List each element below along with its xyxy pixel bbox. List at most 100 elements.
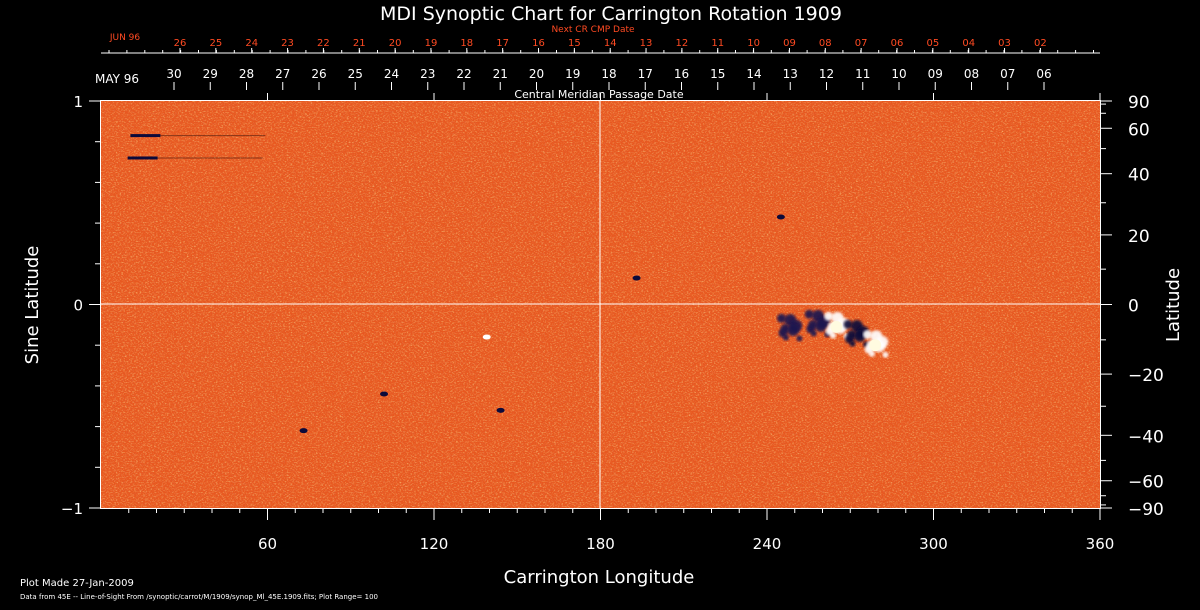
y2-axis-title: Latitude (1163, 268, 1184, 342)
x-tick-label: 180 (586, 535, 615, 553)
y-tick-label: −1 (61, 500, 83, 518)
next-cmp-tick-label: 18 (460, 38, 473, 49)
active-region-blob (882, 351, 889, 358)
next-cmp-title: Next CR CMP Date (551, 25, 635, 35)
next-cmp-tick-label: 16 (532, 38, 545, 49)
next-cmp-month: JUN 96 (109, 33, 141, 43)
active-region-blob (776, 313, 786, 323)
next-cmp-tick-label: 11 (711, 38, 724, 49)
y-axis-title: Sine Latitude (22, 246, 43, 365)
next-cmp-tick-label: 09 (783, 38, 796, 49)
next-cmp-tick-label: 10 (747, 38, 760, 49)
next-cmp-tick-label: 05 (926, 38, 939, 49)
active-region-core (869, 339, 882, 352)
feature-spot (380, 391, 389, 397)
x-tick-label: 360 (1086, 535, 1115, 553)
next-cmp-tick-label: 23 (281, 38, 294, 49)
x-tick-label: 120 (420, 535, 449, 553)
feature-streak (127, 156, 158, 160)
cmp-tick-label: 06 (1036, 67, 1051, 81)
cmp-tick-label: 21 (493, 67, 508, 81)
active-region-blob (853, 330, 866, 343)
cmp-tick-label: 19 (565, 67, 580, 81)
active-region-blob (782, 334, 789, 341)
cmp-tick-label: 15 (710, 67, 725, 81)
cmp-tick-label: 30 (166, 67, 181, 81)
feature-spot (482, 334, 491, 340)
cmp-tick-label: 27 (275, 67, 290, 81)
cmp-tick-label: 24 (384, 67, 399, 81)
cmp-tick-label: 10 (891, 67, 906, 81)
feature-spot (632, 275, 641, 281)
feature-spot (299, 428, 308, 434)
cmp-tick-label: 09 (928, 67, 943, 81)
map-axes: 60 120 180 240 300 360 1 0 −1 90 60 40 20 0 −20 −40 −60 −… (61, 93, 1164, 553)
lat-tick-label: −20 (1128, 366, 1164, 386)
cmp-tick-label: 17 (638, 67, 653, 81)
cmp-tick-label: 16 (674, 67, 689, 81)
next-cmp-tick-label: 17 (496, 38, 509, 49)
data-source-note: Data from 45E -- Line-of-Sight From /syn… (20, 593, 378, 601)
cmp-tick-label: 25 (348, 67, 363, 81)
active-region-blob (849, 340, 856, 347)
cmp-tick-label: 08 (964, 67, 979, 81)
next-cmp-tick-label: 26 (174, 38, 187, 49)
next-cmp-tick-label: 24 (245, 38, 258, 49)
next-cmp-tick-label: 15 (568, 38, 581, 49)
cmp-tick-label: 11 (855, 67, 870, 81)
plot-made-note: Plot Made 27-Jan-2009 (20, 578, 134, 589)
active-region-blob (862, 330, 872, 340)
x-axis-title: Carrington Longitude (504, 567, 695, 588)
chart-title: MDI Synoptic Chart for Carrington Rotati… (380, 3, 842, 25)
feature-spot (496, 407, 505, 413)
lat-tick-label: 40 (1128, 166, 1150, 186)
cmp-tick-label: 13 (783, 67, 798, 81)
next-cmp-tick-label: 20 (389, 38, 402, 49)
lat-tick-label: −90 (1128, 500, 1164, 520)
feature-spot (776, 214, 785, 220)
lat-tick-label: 0 (1128, 297, 1139, 317)
cmp-tick-label: 14 (746, 67, 761, 81)
lat-tick-label: 20 (1128, 227, 1150, 247)
cmp-tick-label: 22 (456, 67, 471, 81)
feature-streak (130, 134, 161, 138)
x-tick-label: 240 (753, 535, 782, 553)
next-cmp-tick-label: 03 (998, 38, 1011, 49)
active-region-blob (830, 332, 837, 339)
next-cmp-tick-label: 19 (425, 38, 438, 49)
active-region-blob (824, 311, 834, 321)
next-cmp-tick-label: 25 (209, 38, 222, 49)
cmp-axis-title: Central Meridian Passage Date (514, 88, 683, 101)
next-cmp-tick-label: 13 (640, 38, 653, 49)
x-tick-label: 300 (919, 535, 948, 553)
date-axes: Next CR CMP Date JUN 96 26 25 24 23 22 21 20 19 18… (95, 25, 1100, 101)
cmp-tick-label: 20 (529, 67, 544, 81)
active-region-blob (868, 350, 875, 357)
next-cmp-tick-label: 04 (962, 38, 975, 49)
active-region-blob (787, 323, 800, 336)
active-region (824, 311, 850, 340)
lat-tick-label: −60 (1128, 473, 1164, 493)
x-tick-label: 60 (258, 535, 277, 553)
y-tick-label: 0 (73, 297, 83, 315)
cmp-tick-label: 23 (420, 67, 435, 81)
lat-tick-label: −40 (1128, 427, 1164, 447)
active-region-blob (796, 335, 803, 342)
cmp-tick-label: 18 (601, 67, 616, 81)
active-region-blob (804, 309, 814, 319)
next-cmp-tick-label: 06 (891, 38, 904, 49)
cmp-tick-label: 29 (203, 67, 218, 81)
active-region-blob (843, 319, 853, 329)
cmp-month: MAY 96 (95, 72, 139, 86)
lat-tick-label: 90 (1128, 93, 1150, 113)
cmp-tick-label: 26 (311, 67, 326, 81)
active-region (862, 330, 889, 358)
magnetic-features (127, 134, 889, 434)
y-tick-label: 1 (73, 93, 83, 111)
next-cmp-tick-label: 22 (317, 38, 330, 49)
active-region-blob (814, 319, 827, 332)
cmp-tick-label: 28 (239, 67, 254, 81)
active-region-blob (810, 330, 817, 337)
active-region (776, 313, 803, 342)
